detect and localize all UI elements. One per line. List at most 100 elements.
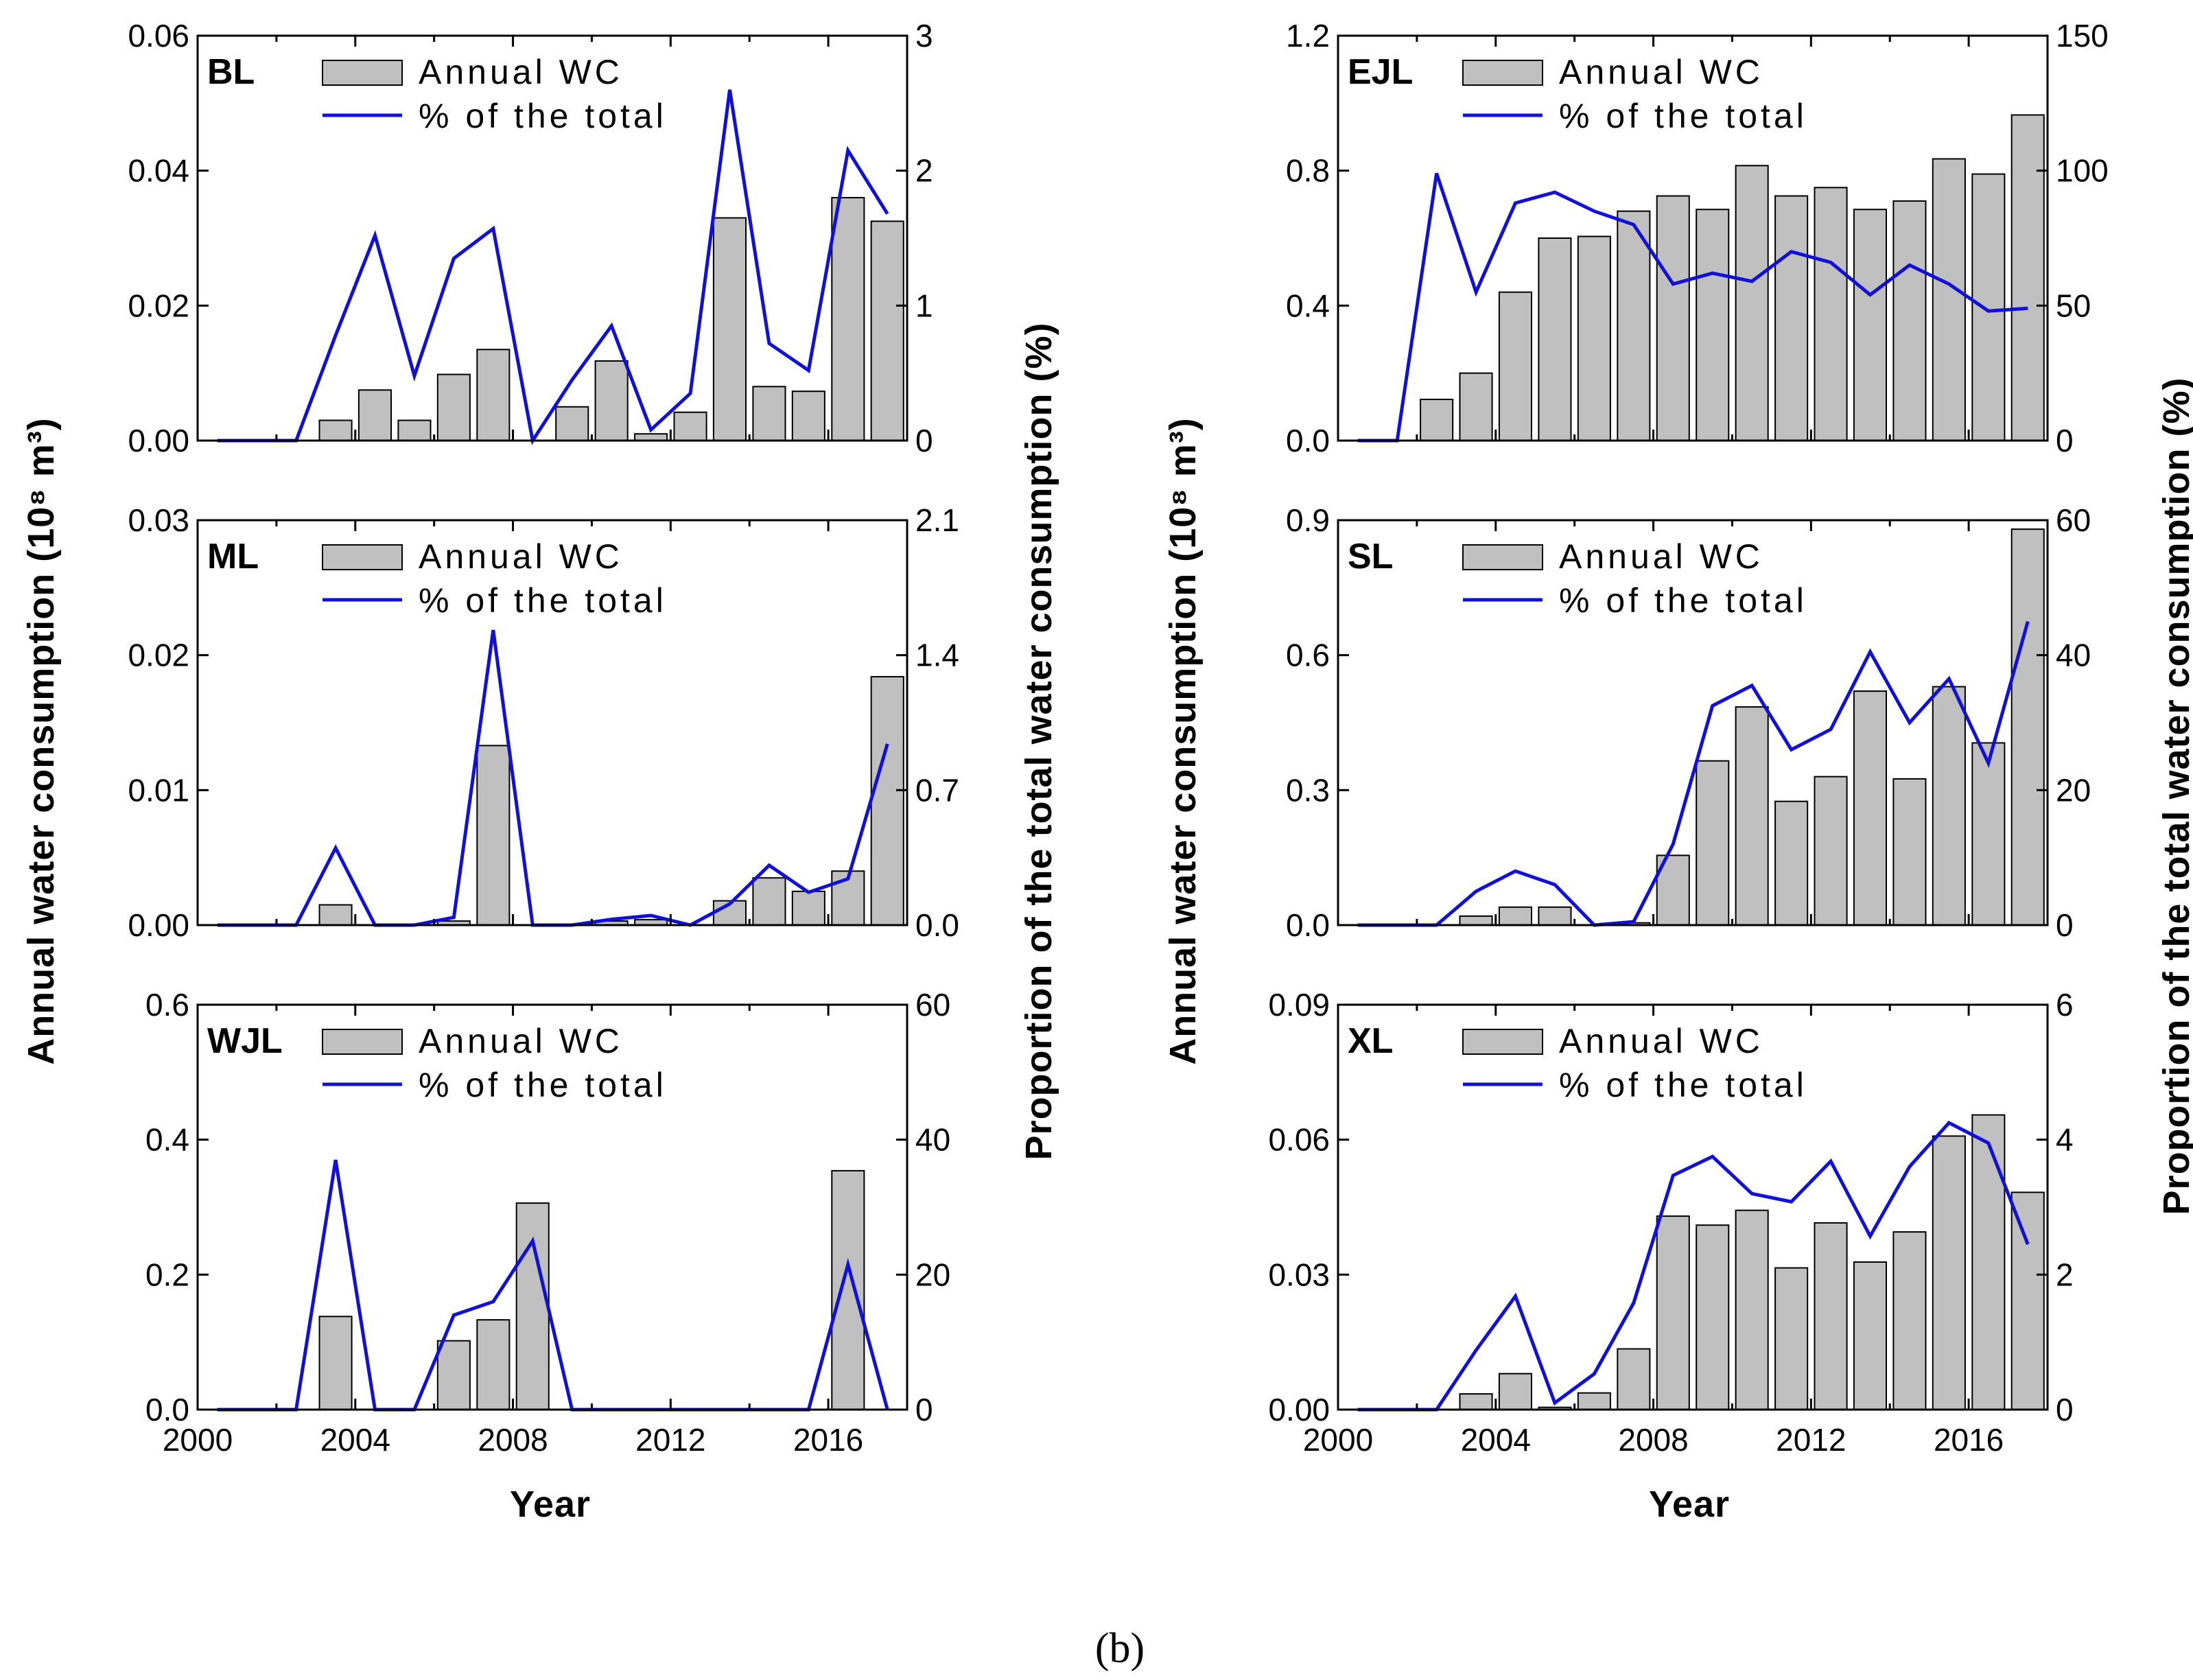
bar-bl-2016 bbox=[831, 197, 865, 441]
y2-tick-label-ml: 1.4 bbox=[915, 638, 959, 673]
bar-sl-2003 bbox=[1459, 915, 1493, 926]
bar-sl-2011 bbox=[1774, 800, 1809, 926]
bar-ejl-2006 bbox=[1577, 235, 1611, 441]
x-tick-label-wjl: 2012 bbox=[635, 1422, 705, 1458]
panel-ejl: 0.0 0.4 0.8 1.2 0 50 100 150 EJL Annual WC % of th… bbox=[1286, 18, 2109, 458]
bar-wjl-2016 bbox=[831, 1169, 865, 1411]
bar-xl-2007 bbox=[1617, 1348, 1651, 1410]
bar-sl-2014 bbox=[1892, 778, 1927, 926]
legend-label-bar-wjl: Annual WC bbox=[419, 1022, 623, 1060]
bar-ml-2007 bbox=[476, 745, 511, 926]
y2-tick-label-ejl: 50 bbox=[2056, 288, 2091, 323]
figure-caption: (b) bbox=[1095, 1625, 1145, 1672]
bar-ejl-2010 bbox=[1735, 165, 1769, 442]
bar-xl-2016 bbox=[1971, 1114, 2006, 1410]
line-series-wjl bbox=[217, 1159, 889, 1412]
panel-ml: 0.00 0.01 0.02 0.03 0.0 0.7 1.4 2.1 ML Annual WC%… bbox=[128, 502, 959, 943]
bar-ml-2003 bbox=[318, 904, 353, 926]
bar-ejl-2008 bbox=[1656, 195, 1690, 441]
bar-xl-2003 bbox=[1459, 1393, 1493, 1410]
legend-label-line-ejl: % of the total bbox=[1559, 97, 1807, 135]
bar-ejl-2017 bbox=[2010, 114, 2045, 441]
y2-tick-label-wjl: 0 bbox=[915, 1392, 933, 1427]
bar-ejl-2014 bbox=[1892, 200, 1927, 441]
bar-xl-2017 bbox=[2010, 1191, 2045, 1411]
bar-xl-2011 bbox=[1774, 1267, 1809, 1410]
x-tick-label-xl: 2004 bbox=[1461, 1422, 1531, 1458]
y-tick-label-bl: 0.06 bbox=[128, 18, 189, 54]
bar-sl-2010 bbox=[1735, 706, 1769, 926]
bar-bl-2005 bbox=[397, 419, 432, 441]
y2-tick-label-ejl: 150 bbox=[2056, 18, 2109, 54]
bar-ejl-2002 bbox=[1420, 399, 1454, 441]
panel-label-bl: BL bbox=[207, 52, 255, 92]
y-tick-label-ejl: 1.2 bbox=[1286, 18, 1330, 54]
y2-tick-label-xl: 2 bbox=[2056, 1257, 2074, 1292]
y-tick-label-xl: 0.00 bbox=[1268, 1392, 1330, 1427]
bar-sl-2015 bbox=[1932, 686, 1966, 926]
bar-ejl-2011 bbox=[1774, 195, 1809, 441]
bar-wjl-2003 bbox=[318, 1316, 353, 1411]
bar-sl-2004 bbox=[1498, 906, 1532, 926]
panel-label-sl: SL bbox=[1348, 537, 1393, 576]
y-tick-label-bl: 0.04 bbox=[128, 153, 189, 189]
line-series-xl bbox=[1357, 1120, 2030, 1412]
y2-tick-label-xl: 6 bbox=[2056, 987, 2074, 1023]
plot-frame-wjl bbox=[196, 1003, 908, 1411]
legend-swatch-bar-sl bbox=[1462, 544, 1543, 570]
bar-wjl-2008 bbox=[515, 1202, 550, 1410]
bar-sl-2017 bbox=[2010, 528, 2045, 926]
panel-xl: 0.00 0.03 0.06 0.09 0 2 4 6 2000 2004 2008 2012 2016… bbox=[1268, 987, 2073, 1458]
legend-swatch-bar-xl bbox=[1462, 1029, 1543, 1055]
legend-label-line-ml: % of the total bbox=[419, 581, 667, 620]
line-series-bl bbox=[217, 89, 889, 445]
panel-label-ml: ML bbox=[207, 537, 259, 576]
y2-tick-label-xl: 0 bbox=[2056, 1392, 2074, 1427]
legend-label-line-sl: % of the total bbox=[1559, 581, 1807, 620]
y-tick-label-sl: 0.3 bbox=[1286, 772, 1330, 808]
y-tick-label-wjl: 0.4 bbox=[145, 1122, 189, 1158]
y2-tick-label-ml: 2.1 bbox=[915, 502, 959, 538]
bar-ml-2014 bbox=[752, 877, 786, 926]
bar-bl-2007 bbox=[476, 349, 511, 442]
panel-label-ejl: EJL bbox=[1348, 52, 1413, 92]
y-tick-label-sl: 0.9 bbox=[1286, 502, 1330, 538]
y-tick-label-sl: 0.6 bbox=[1286, 638, 1330, 673]
y-tick-label-ml: 0.02 bbox=[128, 638, 189, 673]
bar-ml-2017 bbox=[870, 676, 904, 926]
y-tick-label-ml: 0.01 bbox=[128, 772, 189, 808]
line-series-ml bbox=[217, 629, 889, 927]
y-tick-label-wjl: 0.2 bbox=[145, 1257, 189, 1292]
bar-bl-2014 bbox=[752, 386, 786, 441]
plot-frame-ml bbox=[196, 519, 908, 926]
y2-tick-label-sl: 40 bbox=[2056, 638, 2091, 673]
y-tick-label-xl: 0.06 bbox=[1268, 1122, 1330, 1158]
legend-label-line-xl: % of the total bbox=[1559, 1066, 1807, 1104]
legend-label-bar-xl: Annual WC bbox=[1559, 1022, 1763, 1060]
legend-swatch-bar-ejl bbox=[1462, 60, 1543, 86]
bar-xl-2006 bbox=[1577, 1392, 1611, 1410]
left-column-y-axis-title: Annual water consumption (10⁸ m³) bbox=[21, 417, 62, 1065]
x-tick-label-wjl: 2008 bbox=[478, 1422, 548, 1458]
y-tick-label-ejl: 0.4 bbox=[1286, 288, 1330, 323]
plot-frame-ejl bbox=[1337, 34, 2049, 442]
y2-tick-label-ejl: 100 bbox=[2056, 153, 2109, 189]
plot-frame-bl bbox=[196, 34, 908, 442]
bar-ejl-2009 bbox=[1696, 209, 1730, 441]
bar-xl-2004 bbox=[1498, 1373, 1532, 1410]
x-tick-label-xl: 2000 bbox=[1303, 1422, 1373, 1458]
x-tick-label-wjl: 2004 bbox=[320, 1422, 390, 1458]
y2-tick-label-wjl: 40 bbox=[915, 1122, 950, 1158]
bar-sl-2009 bbox=[1696, 760, 1730, 926]
y2-tick-label-bl: 0 bbox=[915, 423, 933, 458]
legend-swatch-bar-wjl bbox=[322, 1029, 403, 1055]
x-tick-label-xl: 2016 bbox=[1934, 1422, 2004, 1458]
plot-frame-xl bbox=[1337, 1003, 2049, 1411]
bar-bl-2006 bbox=[436, 373, 471, 441]
y-tick-label-ejl: 0.0 bbox=[1286, 423, 1330, 458]
legend-swatch-bar-ml bbox=[322, 544, 403, 570]
bar-bl-2009 bbox=[555, 406, 589, 441]
y2-tick-label-ejl: 0 bbox=[2056, 423, 2074, 458]
bar-xl-2014 bbox=[1892, 1231, 1927, 1410]
